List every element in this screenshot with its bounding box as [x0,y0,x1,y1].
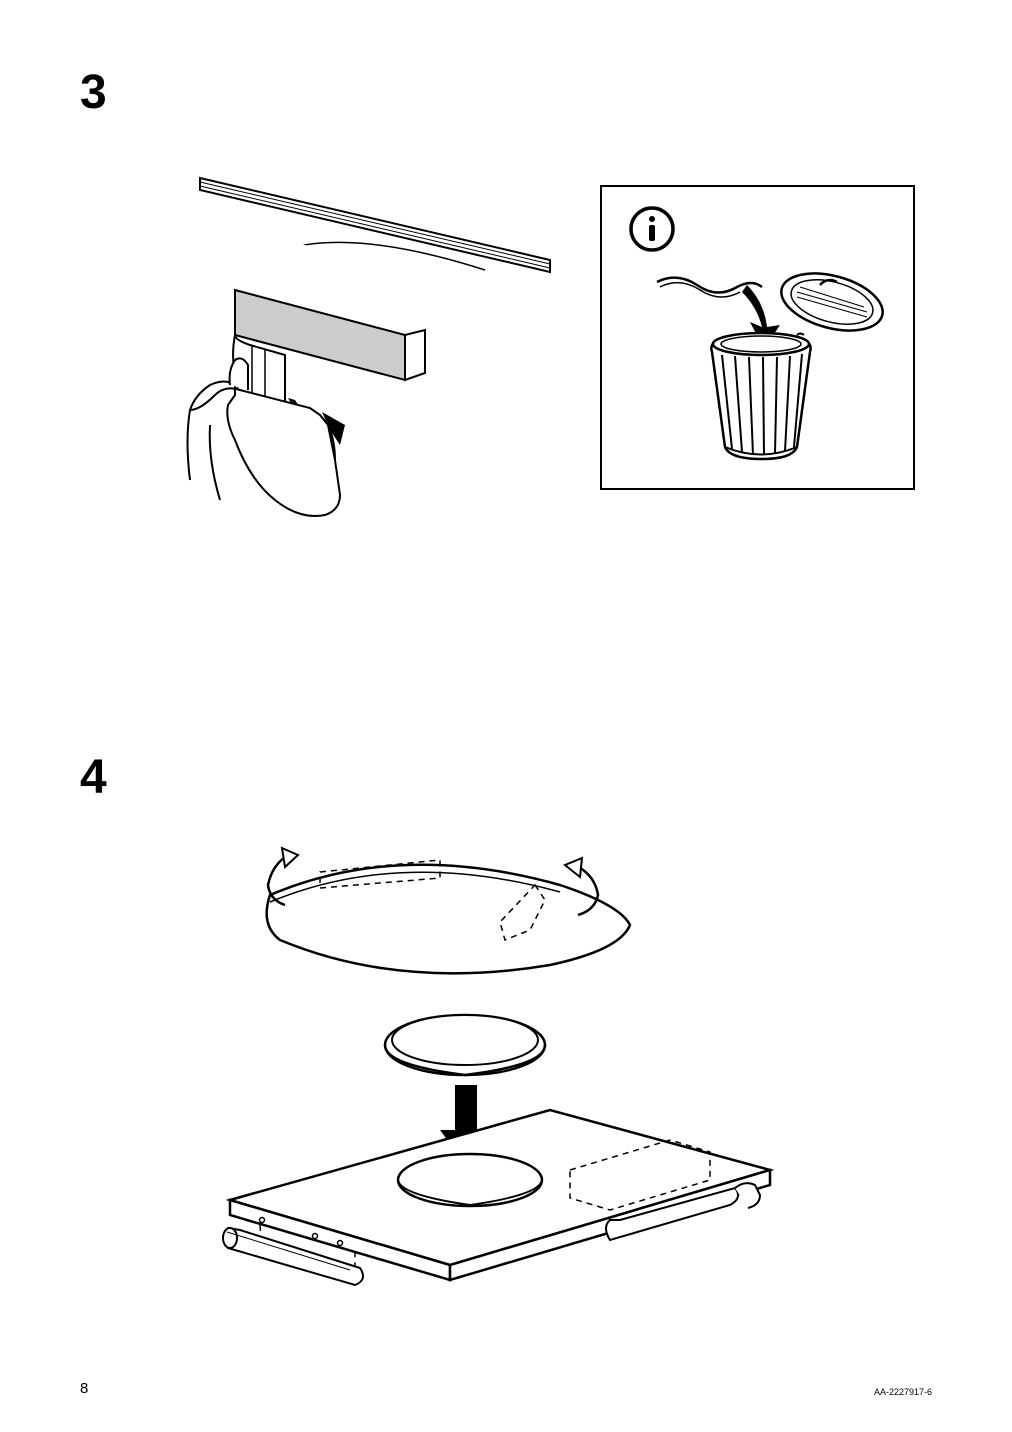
trash-can [711,333,810,459]
step-3-number: 3 [80,65,107,120]
document-id: AA-2227917-6 [874,1387,932,1397]
info-box-discard [600,185,915,490]
sealing-ring [385,1015,545,1075]
info-icon [631,208,673,250]
step4-ring-placement-illustration [200,830,800,1330]
page-number: 8 [80,1380,88,1397]
step-4-number: 4 [80,750,107,805]
strip-bending [267,860,630,973]
trash-lid [775,263,889,340]
step3-peel-strip-illustration [180,160,560,580]
